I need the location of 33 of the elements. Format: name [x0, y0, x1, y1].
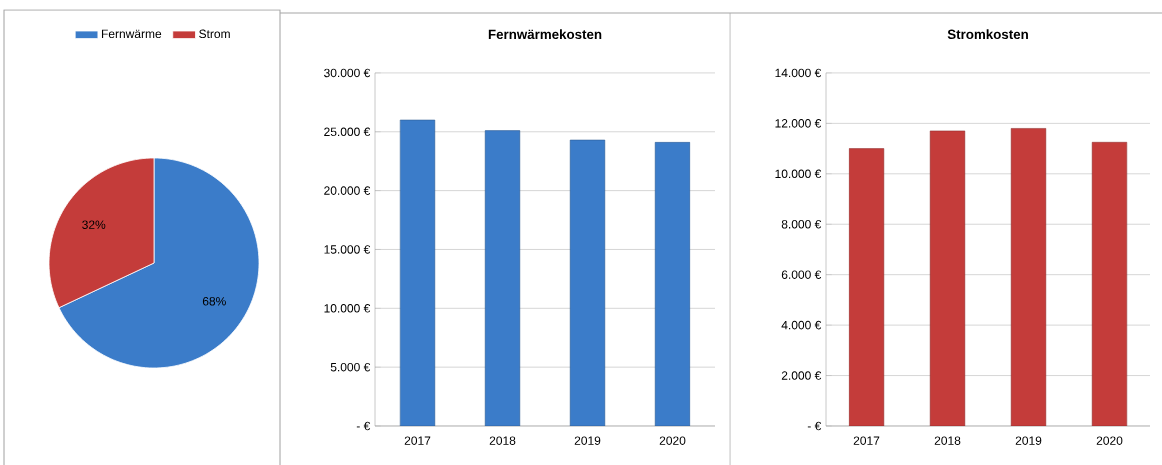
y-tick-label: 20.000 €: [324, 186, 371, 195]
bar: [848, 148, 885, 426]
x-tick-label: 2018: [934, 436, 961, 445]
y-tick-label: 2.000 €: [781, 371, 822, 380]
legend-label: Strom: [199, 29, 230, 39]
x-tick-label: 2020: [659, 436, 686, 445]
x-tick-label: 2017: [404, 436, 431, 445]
data-label: 32%: [82, 220, 106, 229]
y-tick-label: 8.000 €: [781, 219, 822, 229]
y-tick-label: 6.000 €: [781, 270, 822, 279]
chart-title: Stromkosten: [947, 29, 1028, 40]
x-tick-label: 2017: [853, 436, 880, 445]
data-label: 68%: [202, 297, 226, 306]
bar: [1010, 128, 1047, 426]
y-tick-label: 4.000 €: [781, 320, 822, 330]
y-tick-label: 5.000 €: [330, 362, 371, 372]
y-tick-label: 15.000 €: [324, 245, 371, 254]
y-tick-label: 14.000 €: [775, 68, 822, 78]
y-tick-label: - €: [356, 421, 371, 431]
y-tick-label: 25.000 €: [324, 127, 371, 137]
y-tick-label: 10.000 €: [324, 304, 371, 313]
chart-title: Fernwärmekosten: [488, 29, 602, 40]
y-tick-label: 12.000 €: [775, 119, 822, 128]
bar: [929, 130, 966, 426]
y-tick-label: 10.000 €: [775, 169, 822, 179]
y-tick-label: 30.000 €: [324, 68, 371, 78]
x-tick-label: 2019: [1015, 436, 1042, 445]
y-tick-label: - €: [807, 421, 822, 431]
bar: [1091, 142, 1128, 426]
legend-label: Fernwärme: [101, 29, 162, 39]
x-tick-label: 2020: [1096, 436, 1123, 445]
x-tick-label: 2019: [574, 436, 601, 445]
x-tick-label: 2018: [489, 436, 516, 445]
